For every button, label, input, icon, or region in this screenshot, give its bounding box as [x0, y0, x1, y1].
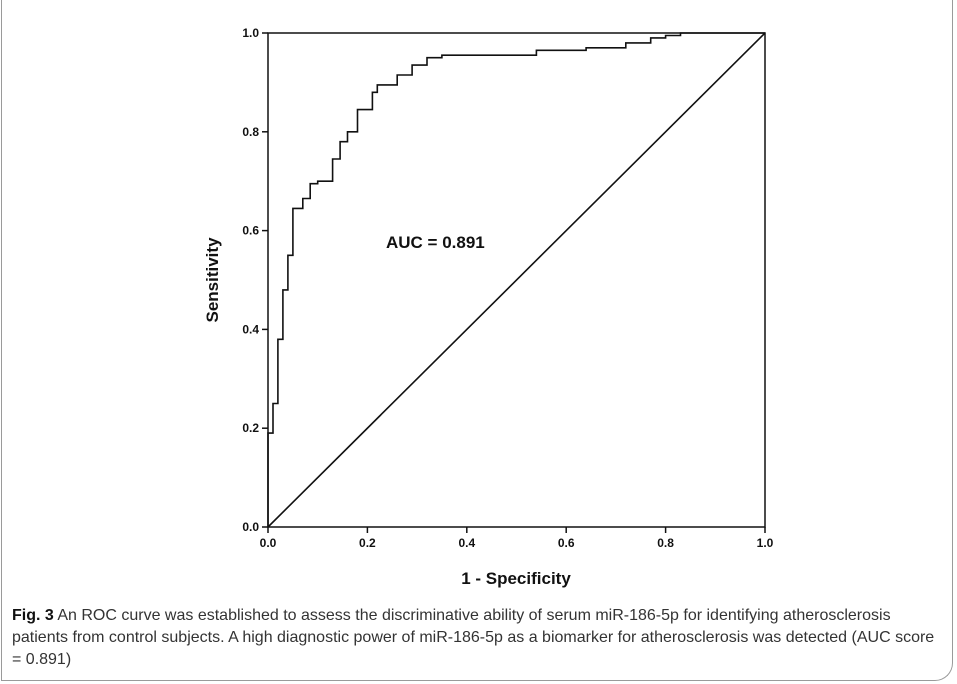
y-axis: 0.0 0.2 0.4 0.6 0.8 1.0 [242, 26, 268, 534]
figure-caption: Fig. 3 An ROC curve was established to a… [12, 605, 942, 671]
plot-area-frame [267, 32, 766, 528]
roc-curve [267, 32, 765, 527]
y-tick-label: 0.6 [242, 224, 259, 238]
y-tick-label: 1.0 [242, 26, 259, 40]
annotation-auc: AUC = 0.891 [386, 233, 485, 252]
caption-text: An ROC curve was established to assess t… [12, 607, 935, 668]
roc-chart: 0.0 0.2 0.4 0.6 0.8 1.0 0.0 0.2 0.4 0.6 0.8 1.0 AU… [203, 26, 774, 588]
x-tick-label: 1.0 [757, 536, 774, 550]
caption-label: Fig. 3 [12, 607, 54, 624]
x-tick-label: 0.2 [359, 536, 376, 550]
series-layer [267, 32, 766, 528]
x-tick-label: 0.8 [657, 536, 674, 550]
y-tick-label: 0.8 [242, 125, 259, 139]
x-axis: 0.0 0.2 0.4 0.6 0.8 1.0 [260, 527, 774, 550]
x-tick-label: 0.4 [458, 536, 475, 550]
reference-diagonal [267, 32, 766, 528]
y-tick-label: 0.0 [242, 520, 259, 534]
y-axis-title: Sensitivity [203, 237, 222, 323]
y-tick-label: 0.2 [242, 421, 259, 435]
x-axis-title: 1 - Specificity [461, 569, 571, 588]
x-tick-label: 0.0 [260, 536, 277, 550]
x-tick-label: 0.6 [558, 536, 575, 550]
y-tick-label: 0.4 [242, 322, 259, 336]
